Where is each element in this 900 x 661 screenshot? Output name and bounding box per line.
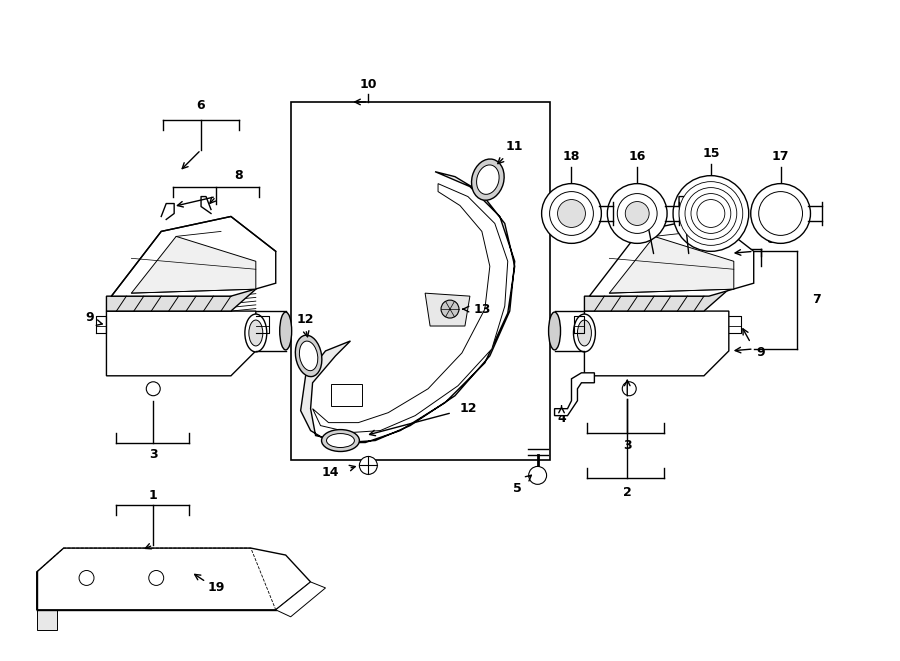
Text: 2: 2 <box>623 486 632 499</box>
Circle shape <box>622 382 636 396</box>
Text: 1: 1 <box>148 488 157 502</box>
Circle shape <box>441 300 459 318</box>
Text: 3: 3 <box>623 439 632 452</box>
Text: 17: 17 <box>772 150 789 163</box>
Bar <box>291 102 550 461</box>
Text: 14: 14 <box>322 466 339 479</box>
Circle shape <box>79 570 94 586</box>
Polygon shape <box>131 237 256 293</box>
Polygon shape <box>37 548 310 610</box>
Circle shape <box>542 184 601 243</box>
Circle shape <box>626 202 649 225</box>
Ellipse shape <box>245 314 266 352</box>
Polygon shape <box>37 610 57 630</box>
Polygon shape <box>584 279 729 311</box>
Circle shape <box>697 200 724 227</box>
Polygon shape <box>312 184 508 432</box>
Polygon shape <box>106 311 256 376</box>
Text: 10: 10 <box>360 77 377 91</box>
Text: 4: 4 <box>557 412 566 425</box>
Ellipse shape <box>472 159 504 200</box>
Ellipse shape <box>295 335 322 377</box>
Polygon shape <box>112 217 275 296</box>
Polygon shape <box>275 582 326 617</box>
Polygon shape <box>584 311 729 376</box>
Text: 6: 6 <box>197 99 205 112</box>
Text: 13: 13 <box>473 303 491 315</box>
Text: 9: 9 <box>86 311 94 323</box>
Circle shape <box>359 457 377 475</box>
Text: 7: 7 <box>812 293 821 305</box>
Polygon shape <box>590 217 753 296</box>
Ellipse shape <box>321 430 359 451</box>
Ellipse shape <box>573 314 596 352</box>
Circle shape <box>148 570 164 586</box>
Text: 3: 3 <box>148 448 157 461</box>
Polygon shape <box>425 293 470 326</box>
Polygon shape <box>554 373 594 416</box>
Text: 12: 12 <box>459 402 477 415</box>
Polygon shape <box>106 279 256 311</box>
Text: 18: 18 <box>562 150 580 163</box>
Polygon shape <box>609 237 734 293</box>
Text: 9: 9 <box>756 346 765 360</box>
Ellipse shape <box>280 312 292 350</box>
Polygon shape <box>301 172 515 442</box>
Circle shape <box>550 192 593 235</box>
Circle shape <box>147 382 160 396</box>
Circle shape <box>679 182 742 245</box>
Circle shape <box>751 184 811 243</box>
Text: 5: 5 <box>513 482 522 495</box>
Text: 8: 8 <box>235 169 243 182</box>
Ellipse shape <box>300 341 318 371</box>
Circle shape <box>685 188 737 239</box>
Circle shape <box>528 467 546 485</box>
Text: 8: 8 <box>766 233 775 246</box>
Ellipse shape <box>549 312 561 350</box>
Text: 15: 15 <box>702 147 720 160</box>
Circle shape <box>673 176 749 251</box>
Text: 19: 19 <box>207 582 225 594</box>
Ellipse shape <box>248 320 263 346</box>
Circle shape <box>759 192 803 235</box>
Text: 12: 12 <box>297 313 314 326</box>
Text: 11: 11 <box>506 140 524 153</box>
Ellipse shape <box>578 320 591 346</box>
Ellipse shape <box>327 434 355 447</box>
Circle shape <box>691 194 731 233</box>
Circle shape <box>608 184 667 243</box>
Circle shape <box>617 194 657 233</box>
Circle shape <box>557 200 585 227</box>
Ellipse shape <box>477 165 500 194</box>
Text: 16: 16 <box>628 150 646 163</box>
Bar <box>330 384 363 406</box>
